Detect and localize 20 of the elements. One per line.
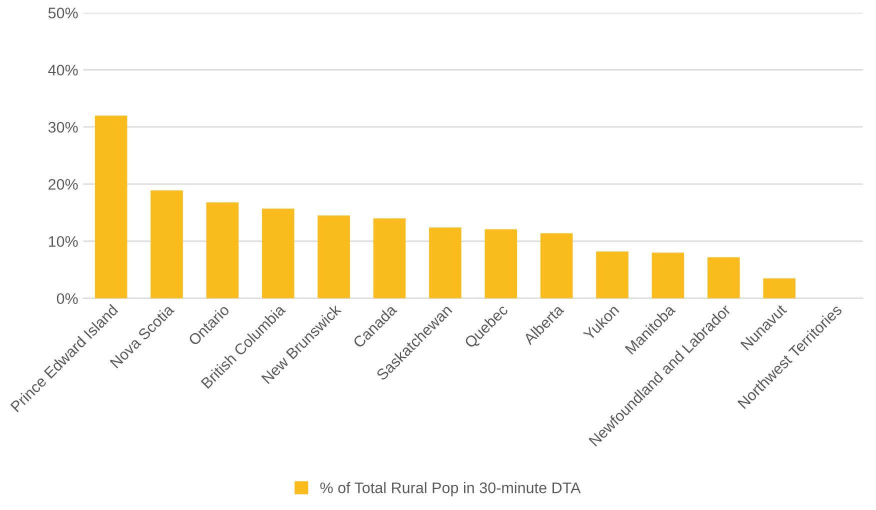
bar [484,229,518,298]
bar [652,252,684,298]
bar [206,202,239,298]
bar [707,257,740,298]
bar [318,216,350,298]
y-tick-label: 0% [56,293,78,304]
legend-label: % of Total Rural Pop in 30-minute DTA [320,482,581,496]
y-tick-label: 30% [48,122,78,133]
bar [94,116,128,298]
bar [150,190,183,298]
y-tick-label: 20% [48,178,78,190]
bar [262,208,294,298]
bar [429,228,462,298]
bar [540,233,573,298]
y-tick-label: 50% [48,8,78,18]
y-tick-label: 40% [48,64,78,76]
y-tick-label: 10% [48,236,78,247]
bar [373,218,406,298]
bar [596,252,628,298]
bar [763,278,796,298]
